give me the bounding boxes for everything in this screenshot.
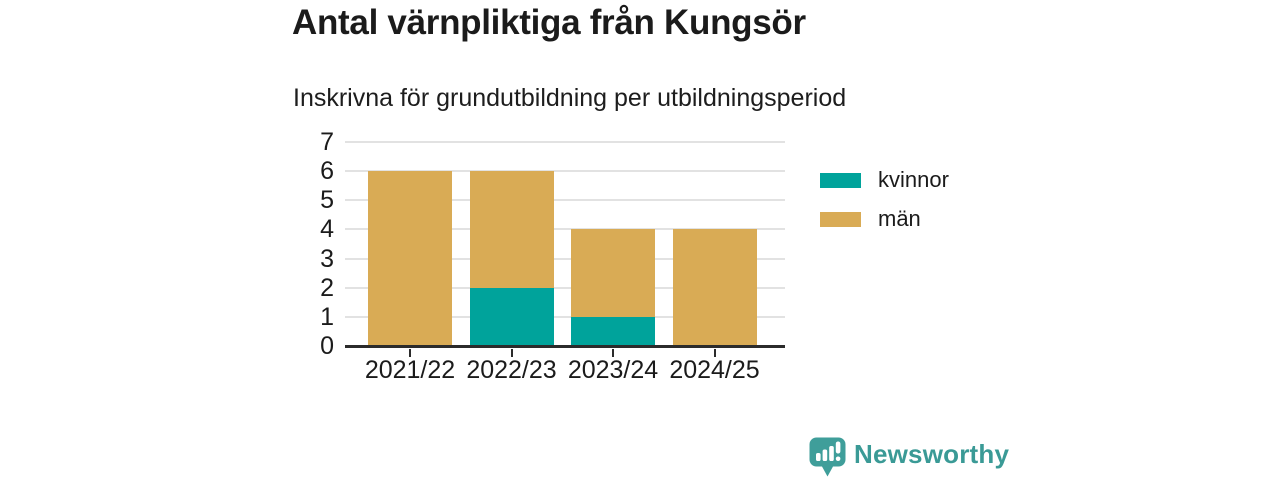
y-axis-label: 5 xyxy=(320,186,334,215)
x-axis-tick xyxy=(713,349,716,357)
legend: kvinnor män xyxy=(820,167,949,233)
bar-stack-2021-22 xyxy=(368,171,452,346)
x-axis-tick xyxy=(409,349,411,357)
x-axis-line xyxy=(345,345,785,348)
plot-area: 2021/22 2022/23 2023/24 2024/25 xyxy=(345,141,785,384)
bar-segment-kvinnor xyxy=(469,287,554,346)
legend-item-kvinnor: kvinnor xyxy=(820,167,949,193)
gridline xyxy=(345,286,785,289)
chart-title: Antal värnpliktiga från Kungsör xyxy=(292,3,806,42)
y-axis-label: 3 xyxy=(320,244,334,273)
newsworthy-speech-bubble-bars-icon xyxy=(809,437,846,477)
gridline xyxy=(345,257,785,260)
brand-logo: Newsworthy xyxy=(808,436,1009,479)
legend-swatch xyxy=(820,212,861,228)
bar-segment-män xyxy=(469,171,554,288)
y-axis-label: 7 xyxy=(320,128,334,156)
y-axis-label: 2 xyxy=(320,273,334,302)
y-axis-label: 4 xyxy=(320,215,334,244)
y-axis-label: 1 xyxy=(320,302,334,331)
gridline xyxy=(345,141,785,143)
bar-segment-män xyxy=(368,171,452,346)
x-axis-label: 2023/24 xyxy=(567,356,659,384)
legend-label: män xyxy=(878,206,921,232)
bar-segment-män xyxy=(672,229,757,346)
x-axis-label: 2024/25 xyxy=(669,356,760,384)
chart-subtitle: Inskrivna för grundutbildning per utbild… xyxy=(293,84,847,112)
y-axis-label: 0 xyxy=(320,332,334,360)
gridline xyxy=(345,228,785,231)
x-axis-label: 2021/22 xyxy=(364,356,456,384)
x-axis-tick xyxy=(510,349,513,357)
legend-swatch xyxy=(820,172,861,188)
bar-stack-2023-24 xyxy=(571,229,655,346)
legend-label: kvinnor xyxy=(878,167,949,192)
gridline xyxy=(345,199,785,202)
gridline xyxy=(345,170,785,173)
figure: Antal värnpliktiga från Kungsör Inskrivn… xyxy=(290,0,1009,480)
y-axis-label: 6 xyxy=(320,157,334,186)
bar-segment-män xyxy=(571,229,655,317)
x-axis-tick xyxy=(612,349,614,357)
bar-segment-kvinnor xyxy=(571,316,655,346)
bar-stack-2024-25 xyxy=(672,229,757,346)
gridline xyxy=(345,315,785,318)
brand-name: Newsworthy xyxy=(854,439,1010,469)
legend-item-män: män xyxy=(820,206,949,232)
bar-stack-2022-23 xyxy=(469,171,554,346)
x-axis-label: 2022/23 xyxy=(466,356,557,384)
